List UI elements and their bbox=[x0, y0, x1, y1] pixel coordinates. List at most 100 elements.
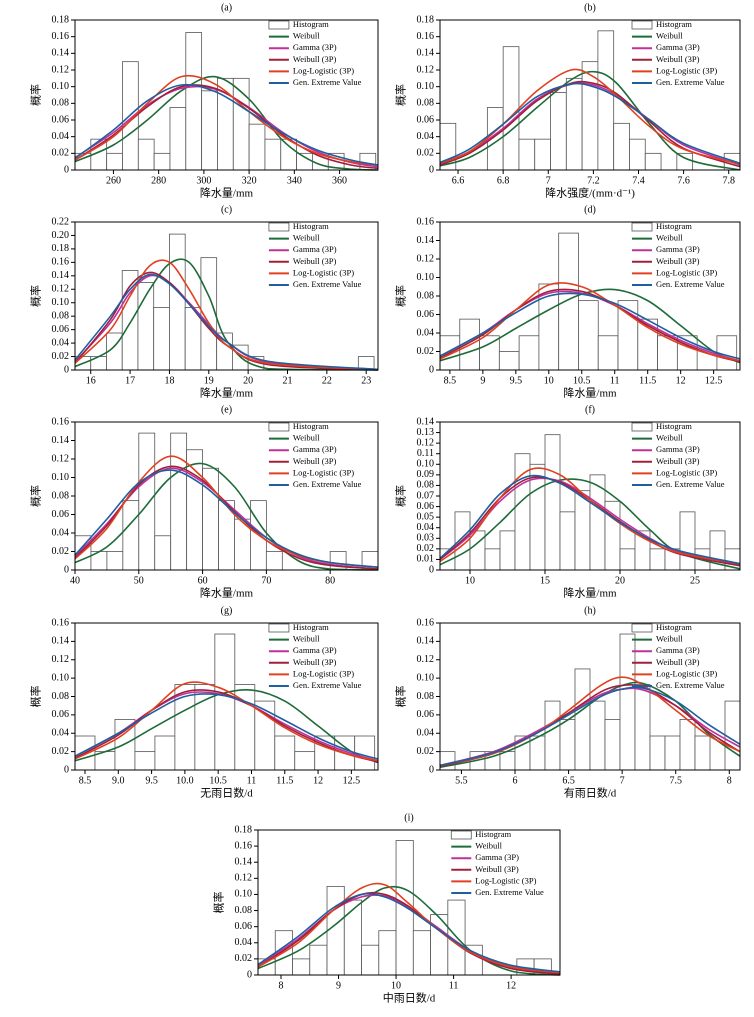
histogram-bar bbox=[153, 307, 170, 371]
y-tick-label: 0.16 bbox=[52, 257, 70, 268]
fit-curve bbox=[74, 75, 379, 171]
y-tick-label: 0 bbox=[429, 364, 434, 375]
fit-curve bbox=[439, 82, 741, 166]
panel: (g) 无雨日数/d 概率 0 0.02 0.04 0.06 0.08 0.10 0.12 0.14… bbox=[29, 605, 379, 800]
x-tick-label: 8 bbox=[727, 775, 732, 786]
legend-label: Weibull bbox=[293, 31, 320, 41]
plot-frame bbox=[439, 221, 741, 371]
plot-frame bbox=[439, 421, 741, 571]
y-tick-label: 0.12 bbox=[235, 873, 253, 884]
fit-curve bbox=[439, 82, 741, 165]
panel-title: (c) bbox=[221, 204, 232, 215]
fit-curve bbox=[439, 70, 741, 171]
legend-swatch bbox=[631, 422, 653, 432]
y-tick-label: 0.06 bbox=[52, 709, 70, 720]
fit-curve bbox=[74, 689, 379, 764]
y-tick-label: 0.02 bbox=[417, 543, 435, 554]
histogram-bar bbox=[617, 300, 639, 371]
y-tick-label: 0 bbox=[64, 164, 69, 175]
x-tick-label: 9 bbox=[336, 980, 341, 991]
panel-title: (d) bbox=[584, 204, 596, 215]
x-tick-label: 60 bbox=[198, 575, 208, 586]
x-tick-label: 11 bbox=[449, 980, 459, 991]
y-tick-label: 0.16 bbox=[235, 840, 253, 851]
histogram-bar bbox=[484, 548, 501, 571]
x-tick-label: 11 bbox=[247, 775, 257, 786]
x-axis-label: 降水量/mm bbox=[200, 586, 254, 600]
histogram-bar bbox=[106, 152, 123, 171]
legend-label: Weibull bbox=[293, 433, 320, 443]
x-tick-label: 20 bbox=[243, 375, 253, 386]
x-axis-label: 降水强度/(mm·d⁻¹) bbox=[545, 186, 635, 200]
histogram-bar bbox=[292, 958, 311, 976]
fit-curve bbox=[439, 68, 741, 165]
legend-label: Gamma (3P) bbox=[656, 42, 700, 52]
histogram-bar bbox=[185, 32, 203, 171]
y-tick-label: 0.04 bbox=[52, 527, 70, 538]
y-tick-label: 0.04 bbox=[52, 728, 70, 739]
histogram-bar bbox=[296, 152, 313, 171]
x-tick-label: 7.5 bbox=[669, 775, 682, 786]
fit-curve bbox=[439, 282, 741, 362]
x-tick-label: 22 bbox=[322, 375, 332, 386]
histogram-bar bbox=[604, 719, 621, 771]
panel: (f) 降水量/mm 概率 00.010.020.030.040.050.060.07… bbox=[394, 404, 741, 600]
plot-frame bbox=[74, 421, 379, 571]
y-tick-label: 0.14 bbox=[417, 235, 435, 246]
legend-label: Gen. Extreme Value bbox=[656, 680, 725, 690]
x-axis-label: 降水量/mm bbox=[200, 386, 254, 400]
histogram-bar bbox=[309, 944, 328, 976]
histogram-bar bbox=[619, 548, 636, 571]
y-tick-label: 0.06 bbox=[52, 324, 70, 335]
y-tick-label: 0.12 bbox=[52, 654, 70, 665]
legend-label: Histogram bbox=[293, 622, 329, 632]
x-tick-label: 10.0 bbox=[176, 775, 194, 786]
histogram-bar bbox=[154, 735, 176, 771]
legend-swatch bbox=[268, 222, 290, 232]
legend-label: Weibull (3P) bbox=[293, 657, 337, 667]
histogram-bar bbox=[679, 719, 696, 771]
panel: (h) 有雨日数/d 概率 0 0.02 0.04 0.06 0.08 0.10 0.12 0.14… bbox=[394, 605, 741, 800]
y-tick-label: 0.06 bbox=[417, 501, 435, 512]
histogram-bar bbox=[619, 633, 636, 771]
histogram-bar bbox=[589, 700, 606, 771]
fit-curve bbox=[439, 292, 741, 360]
legend-label: Weibull bbox=[656, 233, 683, 243]
histogram-bar bbox=[518, 138, 536, 171]
legend-label: Log-Logistic (3P) bbox=[656, 267, 717, 277]
panel-title: (i) bbox=[404, 812, 413, 823]
y-tick-label: 0.12 bbox=[52, 64, 70, 75]
histogram-bar bbox=[122, 500, 140, 571]
plot-frame bbox=[439, 622, 741, 771]
histogram-bar bbox=[201, 90, 218, 171]
y-tick-label: 0.10 bbox=[52, 81, 70, 92]
y-tick-label: 0.04 bbox=[235, 937, 253, 948]
legend-label: Histogram bbox=[293, 221, 329, 231]
y-tick-label: 0.04 bbox=[417, 131, 435, 142]
y-tick-label: 0.10 bbox=[417, 272, 435, 283]
y-tick-label: 0.16 bbox=[52, 416, 70, 427]
y-tick-label: 0.06 bbox=[417, 709, 435, 720]
plot-frame bbox=[257, 829, 561, 976]
fit-curve bbox=[74, 273, 379, 371]
panel-title: (e) bbox=[221, 404, 232, 415]
y-tick-label: 0.08 bbox=[52, 691, 70, 702]
panel-title: (a) bbox=[221, 2, 232, 13]
legend-label: Gamma (3P) bbox=[656, 244, 700, 254]
x-tick-label: 10.5 bbox=[209, 775, 227, 786]
legend-label: Weibull (3P) bbox=[293, 54, 337, 64]
x-tick-label: 8 bbox=[279, 980, 284, 991]
y-tick-label: 0.04 bbox=[52, 131, 70, 142]
y-tick-label: 0.10 bbox=[52, 297, 70, 308]
y-tick-label: 0.04 bbox=[52, 337, 70, 348]
y-tick-label: 0.08 bbox=[417, 691, 435, 702]
legend-label: Log-Logistic (3P) bbox=[293, 65, 354, 75]
plot-frame bbox=[439, 19, 741, 171]
y-axis-label: 概率 bbox=[29, 686, 43, 708]
histogram-bar bbox=[248, 123, 266, 171]
y-tick-label: 0.18 bbox=[52, 243, 70, 254]
panel: (e) 降水量/mm 概率 0 0.02 0.04 0.06 0.08 0.10 0.12 0.14… bbox=[29, 404, 379, 600]
fit-curve bbox=[439, 686, 741, 767]
legend-label: Gamma (3P) bbox=[656, 444, 700, 454]
